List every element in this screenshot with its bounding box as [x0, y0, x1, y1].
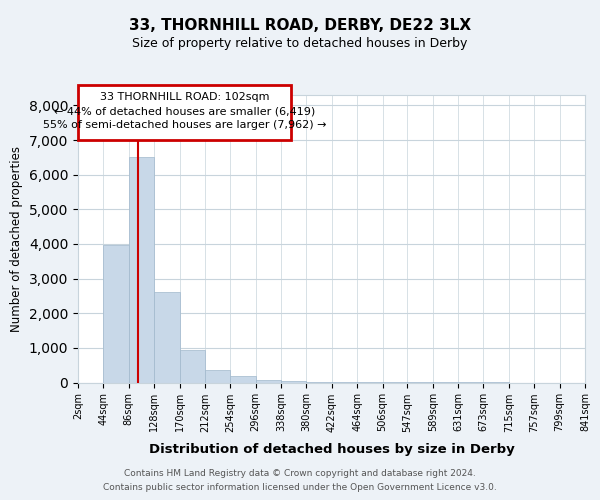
Bar: [103, 244, 129, 382]
Bar: [154, 292, 179, 382]
Text: 33 THORNHILL ROAD: 102sqm: 33 THORNHILL ROAD: 102sqm: [100, 92, 269, 102]
Y-axis label: Number of detached properties: Number of detached properties: [10, 146, 23, 332]
Bar: [129, 158, 154, 382]
Bar: [281, 381, 307, 382]
Bar: [256, 380, 281, 382]
Text: Size of property relative to detached houses in Derby: Size of property relative to detached ho…: [133, 38, 467, 51]
Bar: [179, 350, 205, 382]
Bar: [230, 376, 256, 382]
Text: ← 44% of detached houses are smaller (6,419): ← 44% of detached houses are smaller (6,…: [54, 106, 315, 116]
FancyBboxPatch shape: [78, 84, 292, 140]
Text: 33, THORNHILL ROAD, DERBY, DE22 3LX: 33, THORNHILL ROAD, DERBY, DE22 3LX: [129, 18, 471, 32]
Bar: [205, 370, 230, 382]
Text: Contains HM Land Registry data © Crown copyright and database right 2024.: Contains HM Land Registry data © Crown c…: [124, 470, 476, 478]
X-axis label: Distribution of detached houses by size in Derby: Distribution of detached houses by size …: [149, 443, 514, 456]
Text: 55% of semi-detached houses are larger (7,962) →: 55% of semi-detached houses are larger (…: [43, 120, 326, 130]
Text: Contains public sector information licensed under the Open Government Licence v3: Contains public sector information licen…: [103, 482, 497, 492]
